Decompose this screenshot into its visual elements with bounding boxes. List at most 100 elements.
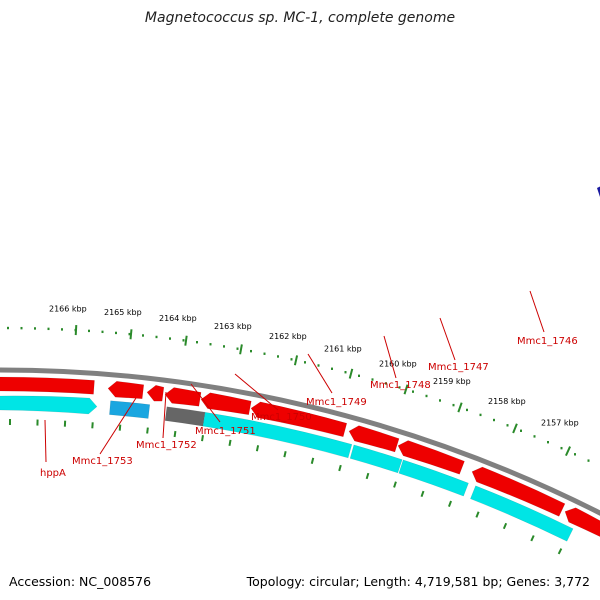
scale-dot (466, 408, 468, 412)
scale-tick-label: 2157 kbp (541, 419, 579, 428)
forward-gene (397, 440, 465, 475)
scale-dot (560, 446, 563, 450)
lower-tick (557, 548, 563, 555)
lower-scale-ticks (8, 419, 563, 555)
scale-dot (20, 326, 23, 330)
accession-text: Accession: NC_008576 (9, 574, 152, 589)
scale-dot (385, 382, 387, 385)
scale-dot (277, 355, 279, 358)
scale-dot (115, 331, 117, 335)
reverse-gene (0, 395, 98, 415)
scale-dot (344, 371, 347, 374)
scale-tick-label: 2161 kbp (324, 345, 362, 354)
leader-line (234, 373, 279, 411)
forward-gene (200, 392, 252, 416)
scale-tick (457, 402, 463, 413)
gene-label: Mmc1_1748 (370, 380, 431, 391)
strand-marker-triangle (597, 186, 600, 197)
gene-label: Mmc1_1751 (195, 426, 256, 437)
scale-dot (128, 332, 131, 336)
lower-tick (420, 490, 425, 498)
reverse-gene (470, 485, 574, 542)
scale-tick (348, 368, 354, 379)
scale-dot (547, 440, 549, 444)
scale-dot (493, 418, 495, 422)
scale-dot (533, 435, 536, 438)
forward-gene (348, 425, 400, 453)
scale-dot (250, 349, 252, 353)
scale-dot (88, 329, 90, 333)
leader-line (307, 353, 333, 394)
reverse-gene (398, 459, 469, 497)
scale-ticks (74, 325, 571, 457)
reverse-gene (349, 444, 403, 474)
scale-dot (196, 341, 198, 344)
leader-line (44, 419, 47, 463)
scale-dot (371, 378, 374, 381)
leader-line (383, 335, 397, 379)
scale-dot (290, 358, 293, 361)
forward-gene (164, 387, 202, 407)
scale-tick (512, 423, 518, 434)
scale-dot (331, 367, 333, 370)
scale-dot (304, 361, 306, 364)
scale-dot (61, 328, 63, 331)
scale-dot (520, 429, 522, 432)
lower-tick (530, 535, 535, 542)
leader-line (190, 383, 221, 423)
scale-dot (47, 327, 50, 331)
scale-tick-label: 2160 kbp (379, 360, 417, 369)
gene-features (0, 376, 600, 542)
forward-gene (0, 376, 95, 395)
lower-tick (475, 511, 480, 518)
scale-dot (155, 335, 158, 339)
backbone-arc (0, 367, 600, 516)
scale-dot (439, 399, 441, 402)
gene-label: Mmc1_1749 (306, 397, 367, 408)
topology-text: Topology: circular; Length: 4,719,581 bp… (246, 574, 590, 589)
lower-tick (228, 439, 232, 446)
leader-line (439, 317, 456, 361)
scale-tick-label: 2162 kbp (269, 332, 307, 341)
scale-tick (403, 384, 409, 395)
scale-dot (7, 326, 9, 330)
map-title: Magnetococcus sp. MC-1, complete genome (144, 10, 456, 26)
forward-gene (146, 384, 165, 402)
scale-tick-labels: 2157 kbp 2158 kbp 2159 kbp 2160 kbp 2161 kbp… (49, 304, 579, 427)
forward-gene (564, 507, 600, 537)
lower-tick (310, 457, 315, 464)
lower-tick (502, 522, 508, 530)
scale-tick-label: 2165 kbp (104, 308, 142, 317)
leader-line (162, 391, 167, 439)
scale-dot (169, 337, 171, 340)
scale-dot (34, 327, 36, 330)
leader-line (529, 290, 545, 333)
scale-tick-label: 2158 kbp (488, 397, 526, 406)
scale-dot (358, 374, 360, 378)
scale-dot (574, 453, 576, 456)
scale-dot (209, 343, 212, 346)
leader-line (99, 397, 137, 455)
gene-label: Mmc1_1752 (136, 440, 197, 451)
scale-dot (263, 352, 266, 355)
reverse-gene (202, 411, 353, 459)
scale-dot (223, 345, 225, 348)
scale-tick-label: 2159 kbp (433, 377, 471, 386)
scale-dot (506, 424, 509, 427)
gene-label: Mmc1_1746 (517, 336, 578, 347)
scale-tick (565, 446, 571, 457)
scale-dot (317, 364, 320, 367)
scale-dot (412, 390, 414, 393)
scale-dot (425, 394, 428, 398)
scale-dot (236, 347, 239, 350)
scale-dotted-track (7, 326, 590, 462)
scale-dot (182, 339, 185, 342)
scale-dot (479, 413, 482, 417)
lower-tick (448, 500, 452, 508)
scale-tick (129, 329, 133, 340)
genome-backbone (0, 367, 600, 516)
gene-label: Mmc1_1750 (251, 412, 312, 423)
scale-tick (74, 325, 78, 336)
